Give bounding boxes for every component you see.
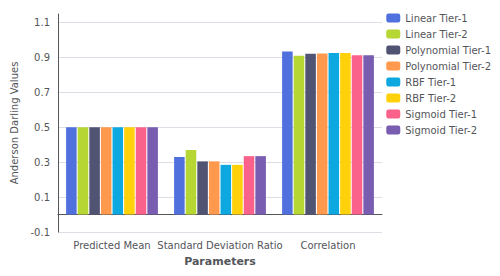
svg-text:Polynomial Tier-2: Polynomial Tier-2 — [405, 61, 491, 72]
svg-text:-0.1: -0.1 — [30, 227, 50, 238]
svg-text:Correlation: Correlation — [300, 240, 355, 251]
svg-text:Sigmoid Tier-2: Sigmoid Tier-2 — [405, 125, 477, 136]
svg-text:Linear Tier-1: Linear Tier-1 — [405, 13, 467, 24]
svg-text:RBF Tier-2: RBF Tier-2 — [405, 93, 456, 104]
svg-text:RBF Tier-1: RBF Tier-1 — [405, 77, 456, 88]
svg-text:Polynomial Tier-1: Polynomial Tier-1 — [405, 45, 491, 56]
svg-text:Linear Tier-2: Linear Tier-2 — [405, 29, 467, 40]
svg-text:Standard Deviation Ratio: Standard Deviation Ratio — [157, 240, 282, 251]
svg-text:0.3: 0.3 — [34, 157, 50, 168]
svg-text:Predicted Mean: Predicted Mean — [73, 240, 150, 251]
svg-text:1.1: 1.1 — [34, 17, 50, 28]
svg-text:Anderson Darling Values: Anderson Darling Values — [9, 62, 20, 185]
svg-text:0.5: 0.5 — [34, 122, 50, 133]
svg-text:0.1: 0.1 — [34, 192, 50, 203]
svg-text:Sigmoid Tier-1: Sigmoid Tier-1 — [405, 109, 477, 120]
svg-text:0.9: 0.9 — [34, 52, 50, 63]
svg-text:Parameters: Parameters — [184, 255, 256, 268]
svg-text:0.7: 0.7 — [34, 87, 50, 98]
